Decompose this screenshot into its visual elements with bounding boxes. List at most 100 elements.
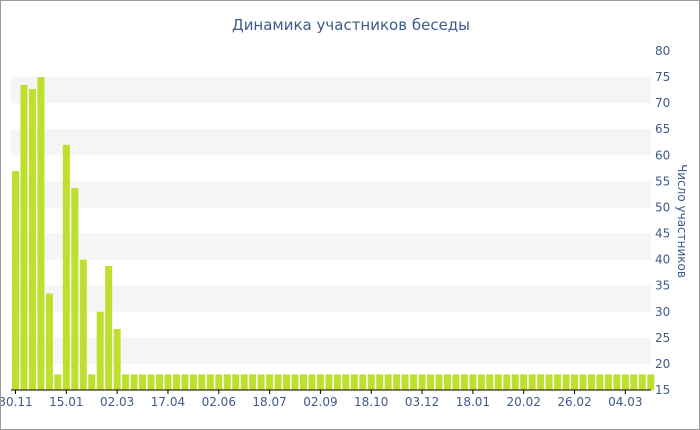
bar [181,374,189,390]
y-tick-label: 75 [655,70,670,84]
bar [630,374,638,390]
bar [130,374,138,390]
bar [562,374,570,390]
bar [257,374,265,390]
y-axis-ticks: 15 20 25 30 35 40 45 50 55 60 65 70 75 80 [655,44,670,397]
y-tick-label: 65 [655,122,670,136]
bar [45,293,53,390]
bar [12,170,19,390]
bar [283,374,291,390]
chart-title: Динамика участников беседы [232,16,470,34]
bar [350,374,358,390]
y-tick-label: 55 [655,174,670,188]
bar [249,374,257,390]
bar [427,374,435,390]
bar [189,374,197,390]
x-tick-label: 18.07 [252,395,286,409]
bar [587,374,595,390]
grid-band [11,181,651,208]
bar [342,374,350,390]
bar [477,374,485,390]
bar [503,374,511,390]
bar [274,374,282,390]
bar [105,265,113,390]
grid-band [11,129,651,156]
bar [206,374,214,390]
grid-bands [11,77,651,364]
bar [215,374,223,390]
bar [155,374,163,390]
bar [520,374,528,390]
bar [460,374,468,390]
bar [96,311,104,390]
bar-series [12,77,655,391]
bar [596,374,604,390]
bar [198,374,206,390]
grid-band [11,285,651,312]
grid-band [11,77,651,104]
bar [62,144,70,390]
bar [266,374,274,390]
bar [316,374,324,390]
bar [333,374,341,390]
x-tick-label: 18.10 [354,395,388,409]
bar [494,374,502,390]
bar [139,374,147,390]
y-tick-label: 20 [655,357,670,371]
bar [435,374,443,390]
bar [452,374,460,390]
bar [28,89,36,390]
bar [528,374,536,390]
x-tick-label: 04.03 [608,395,642,409]
bar [164,374,172,390]
x-tick-label: 18.01 [456,395,490,409]
bar [579,374,587,390]
bar [88,374,96,390]
y-tick-label: 35 [655,279,670,293]
bar [20,84,28,391]
bar [443,374,451,390]
bar [299,374,307,390]
bar [71,188,79,390]
x-tick-label: 26.02 [557,395,591,409]
y-tick-label: 30 [655,305,670,319]
x-tick-label: 03.12 [405,395,439,409]
bar [359,374,367,390]
bar [291,374,299,390]
bar [147,374,155,390]
bar [511,374,519,390]
bar [621,374,629,390]
bar [172,374,180,390]
x-tick-label: 02.06 [202,395,236,409]
bar [240,374,248,390]
x-tick-label: 20.02 [507,395,541,409]
bar [545,374,553,390]
bar [79,259,87,390]
bar [418,374,426,390]
bar [122,374,130,390]
bar [571,374,579,390]
bar [486,374,494,390]
bar [232,374,240,390]
x-tick-label: 17.04 [151,395,185,409]
bar [410,374,418,390]
bar [54,374,62,390]
y-tick-label: 25 [655,331,670,345]
y-tick-label: 70 [655,96,670,110]
bar [223,374,231,390]
bar [113,328,121,390]
y-tick-label: 40 [655,253,670,267]
bar [469,374,477,390]
bar [37,77,45,390]
bar [376,374,384,390]
bar [604,374,612,390]
y-axis-label: Число участников [675,164,689,278]
grid-band [11,233,651,260]
y-tick-label: 15 [655,383,670,397]
x-tick-label: 30.11 [1,395,33,409]
bar [613,374,621,390]
bar [638,374,646,390]
x-tick-label: 02.03 [100,395,134,409]
